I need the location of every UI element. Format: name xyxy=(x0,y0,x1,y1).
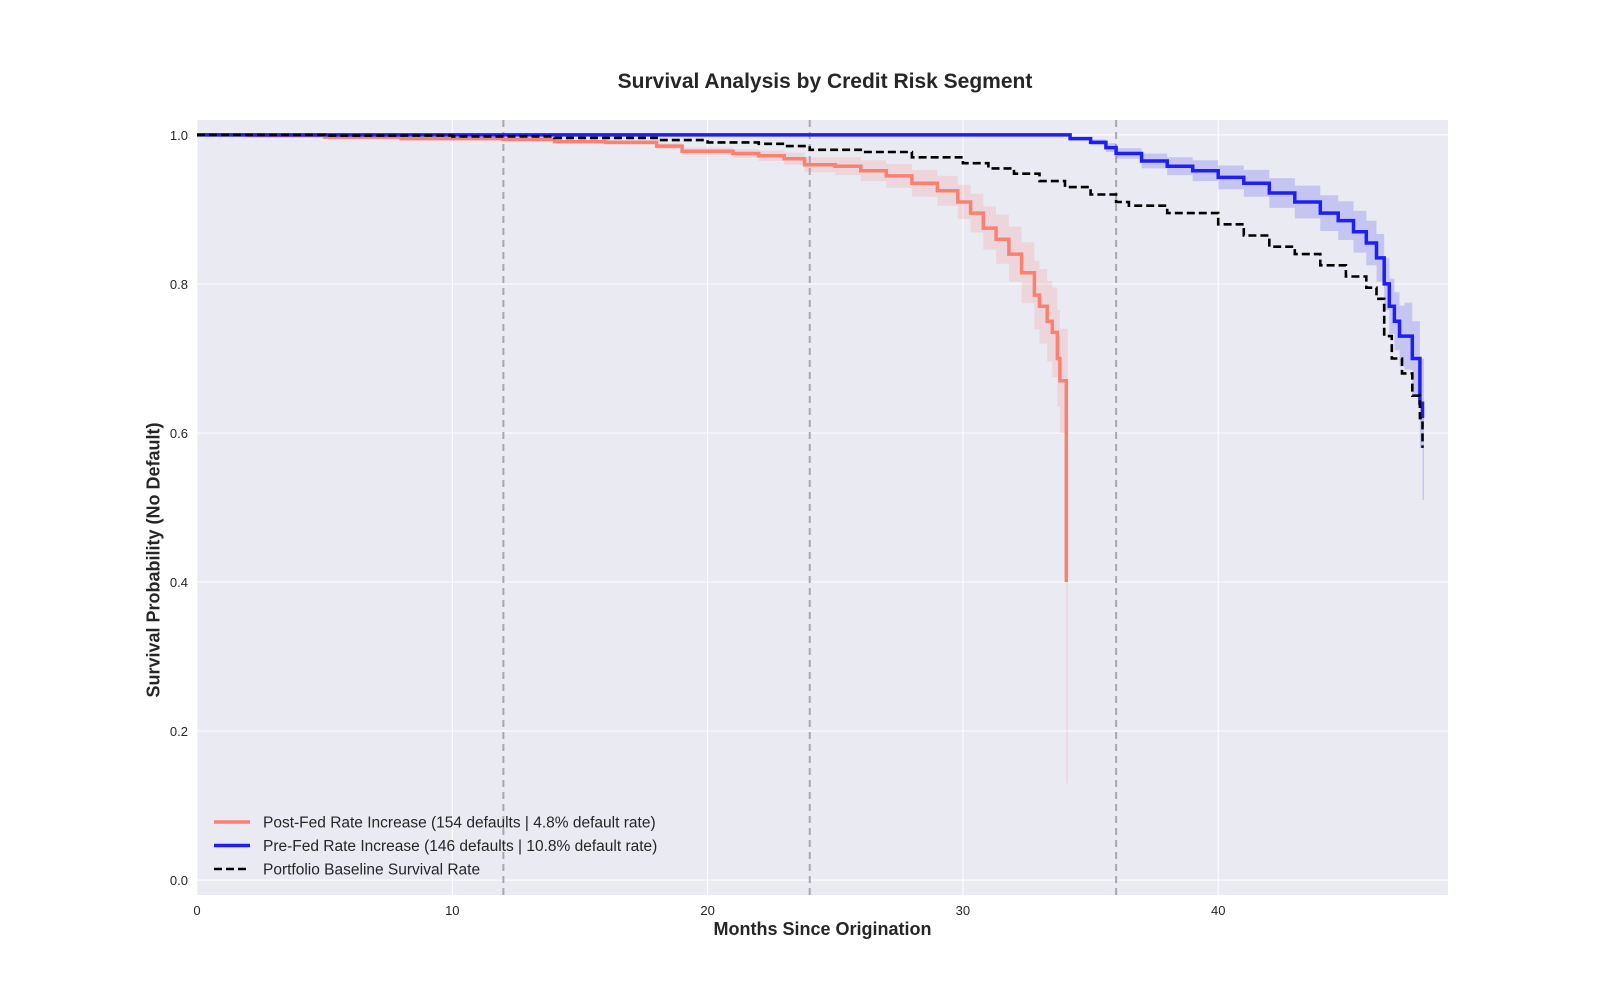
y-tick-label: 0.2 xyxy=(170,724,188,739)
x-tick-label: 30 xyxy=(956,903,970,918)
x-tick-label: 0 xyxy=(193,903,200,918)
survival-curves xyxy=(197,133,1425,582)
confidence-band xyxy=(197,134,1068,784)
y-tick-label: 0.8 xyxy=(170,277,188,292)
axis-ticks: 0 10 20 30 40 0.0 0.2 0.4 0.6 0.8 1.0 xyxy=(170,128,1226,918)
y-tick-label: 0.6 xyxy=(170,426,188,441)
x-tick-label: 20 xyxy=(700,903,714,918)
x-tick-label: 40 xyxy=(1211,903,1225,918)
survival-curve-3 xyxy=(197,133,1424,448)
reference-lines xyxy=(502,120,1118,895)
legend-label: Pre-Fed Rate Increase (146 defaults | 10… xyxy=(263,838,657,855)
plot-background xyxy=(197,120,1448,895)
x-tick-label: 10 xyxy=(445,903,459,918)
x-axis-label: Months Since Origination xyxy=(713,919,932,939)
legend: Post-Fed Rate Increase (154 defaults | 4… xyxy=(214,815,657,879)
y-tick-label: 0.0 xyxy=(170,873,188,888)
legend-label: Portfolio Baseline Survival Rate xyxy=(263,862,480,879)
survival-curve-2 xyxy=(197,133,1425,419)
y-tick-label: 1.0 xyxy=(170,128,188,143)
survival-curve-1 xyxy=(197,133,1069,582)
chart-title: Survival Analysis by Credit Risk Segment xyxy=(617,70,1033,93)
y-tick-label: 0.4 xyxy=(170,575,188,590)
legend-label: Post-Fed Rate Increase (154 defaults | 4… xyxy=(263,815,656,832)
confidence-bands xyxy=(197,134,1424,784)
